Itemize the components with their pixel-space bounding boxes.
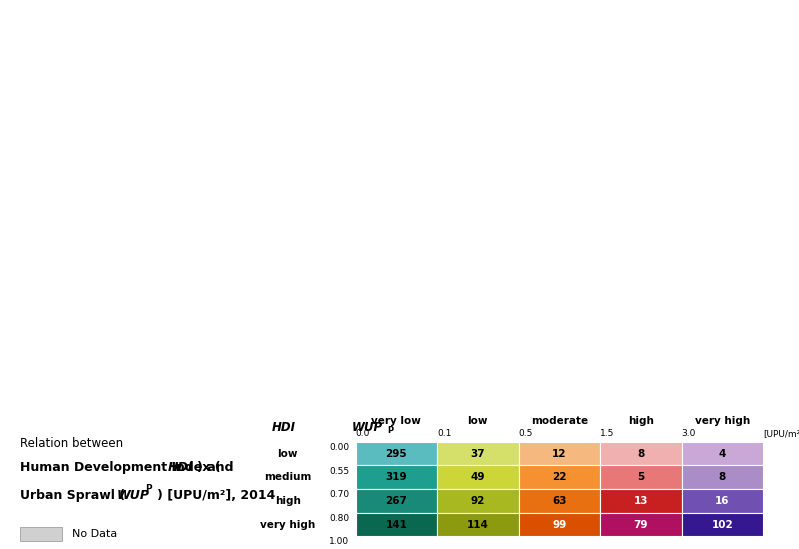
- Bar: [682, 513, 763, 536]
- Text: 63: 63: [552, 496, 566, 506]
- Bar: [600, 513, 682, 536]
- Text: WUP: WUP: [117, 489, 149, 502]
- Text: moderate: moderate: [531, 416, 588, 425]
- Bar: [519, 513, 600, 536]
- Bar: [356, 489, 437, 513]
- Text: medium: medium: [264, 472, 312, 482]
- Text: 114: 114: [467, 519, 489, 529]
- Text: 0.5: 0.5: [519, 429, 533, 438]
- Text: WUP: WUP: [352, 421, 383, 434]
- Text: 0.70: 0.70: [329, 490, 349, 499]
- Bar: [356, 513, 437, 536]
- Text: Relation between: Relation between: [20, 437, 123, 450]
- Bar: [682, 489, 763, 513]
- Bar: [519, 442, 600, 466]
- Text: 4: 4: [718, 449, 726, 458]
- Text: 8: 8: [718, 472, 726, 482]
- Text: 295: 295: [385, 449, 407, 458]
- Text: 0.55: 0.55: [329, 467, 349, 475]
- Text: 1.00: 1.00: [329, 537, 349, 546]
- Text: ) [UPU/m²], 2014: ) [UPU/m²], 2014: [157, 489, 276, 502]
- Text: [UPU/m²]: [UPU/m²]: [763, 429, 799, 438]
- Text: No Data: No Data: [72, 529, 117, 539]
- Text: 3.0: 3.0: [682, 429, 696, 438]
- Text: 12: 12: [552, 449, 566, 458]
- Text: 5: 5: [637, 472, 645, 482]
- Text: 0.0: 0.0: [356, 429, 370, 438]
- Bar: [600, 489, 682, 513]
- Bar: [437, 442, 519, 466]
- Text: P: P: [145, 484, 152, 494]
- Bar: [682, 442, 763, 466]
- Text: high: high: [275, 496, 300, 506]
- Bar: [356, 442, 437, 466]
- Text: 319: 319: [385, 472, 407, 482]
- Text: 267: 267: [385, 496, 407, 506]
- Text: 8: 8: [637, 449, 645, 458]
- Bar: [682, 466, 763, 489]
- Text: low: low: [467, 416, 488, 425]
- Text: Human Development Index (: Human Development Index (: [20, 461, 221, 474]
- Text: very low: very low: [372, 416, 421, 425]
- Text: 92: 92: [471, 496, 485, 506]
- Text: 99: 99: [552, 519, 566, 529]
- Bar: [600, 466, 682, 489]
- Text: HDI: HDI: [168, 461, 193, 474]
- Text: P: P: [388, 426, 394, 435]
- Bar: [519, 489, 600, 513]
- Text: 1.5: 1.5: [600, 429, 614, 438]
- Text: HDI: HDI: [272, 421, 296, 434]
- Bar: [519, 466, 600, 489]
- Text: 22: 22: [552, 472, 566, 482]
- Bar: [437, 466, 519, 489]
- Text: very high: very high: [260, 519, 316, 529]
- Text: 0.00: 0.00: [329, 443, 349, 452]
- Text: 102: 102: [711, 519, 733, 529]
- Bar: [20, 527, 62, 541]
- Bar: [600, 442, 682, 466]
- Bar: [437, 489, 519, 513]
- Text: 0.1: 0.1: [437, 429, 451, 438]
- Text: low: low: [277, 449, 298, 458]
- Bar: [356, 466, 437, 489]
- Text: Urban Sprawl (: Urban Sprawl (: [20, 489, 125, 502]
- Text: 37: 37: [471, 449, 485, 458]
- Text: 16: 16: [715, 496, 729, 506]
- Text: 141: 141: [385, 519, 407, 529]
- Text: 0.80: 0.80: [329, 514, 349, 523]
- Bar: [437, 513, 519, 536]
- Text: 79: 79: [634, 519, 648, 529]
- Text: ) and: ) and: [197, 461, 234, 474]
- Text: 13: 13: [634, 496, 648, 506]
- Text: 49: 49: [471, 472, 485, 482]
- Text: high: high: [628, 416, 654, 425]
- Text: very high: very high: [694, 416, 750, 425]
